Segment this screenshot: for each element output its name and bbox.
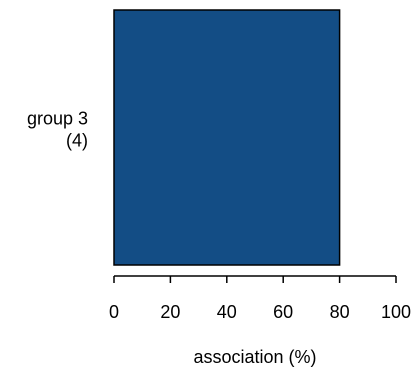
x-tick-label-2: 40 [217,302,237,322]
x-tick-label-3: 60 [273,302,293,322]
category-labels: group 3 (4) [27,109,88,151]
category-label-0: group 3 (4) [27,109,88,151]
x-tick-label-1: 20 [160,302,180,322]
x-axis-label: association (%) [193,347,316,367]
bar-0 [113,9,341,266]
x-tick-label-0: 0 [109,302,119,322]
bars-group [113,9,341,266]
x-axis: 0 20 40 60 80 100 [109,275,411,322]
x-tick-label-4: 80 [330,302,350,322]
x-tick-label-5: 100 [381,302,411,322]
